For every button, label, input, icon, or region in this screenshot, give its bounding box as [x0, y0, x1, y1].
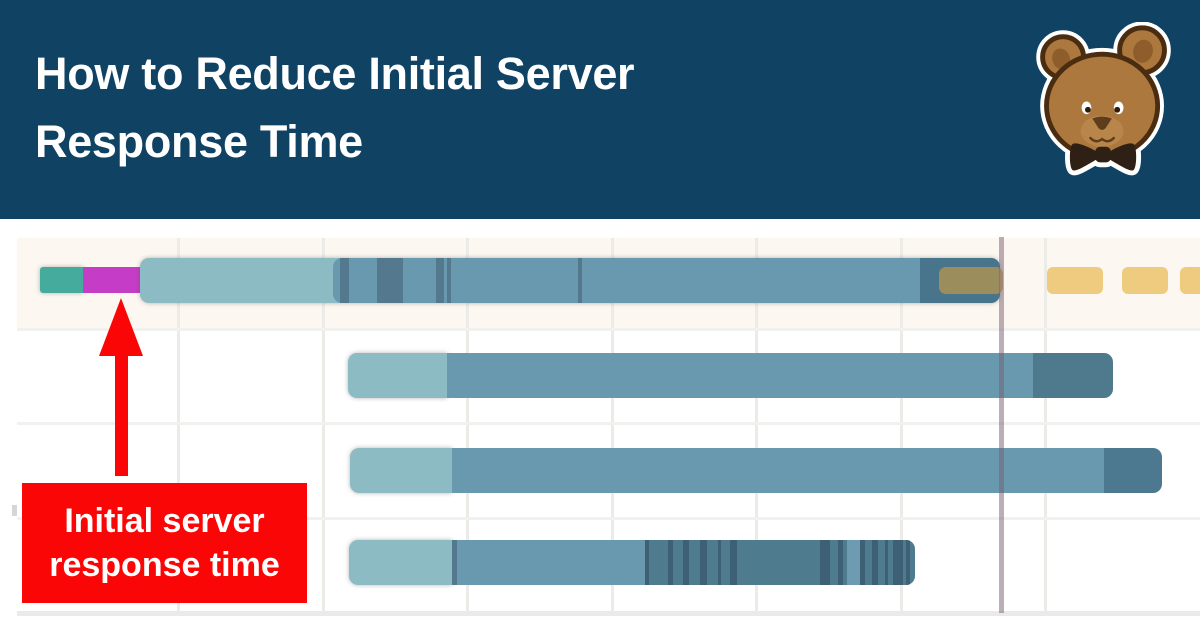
bear-ear-inner-right [1133, 39, 1153, 63]
bar-row1-initial-server-response-magenta [83, 267, 140, 293]
debugbear-bear-logo [1036, 22, 1171, 176]
gridline-x [611, 238, 614, 613]
bar-stripe [885, 540, 888, 585]
bowtie-icon [1069, 143, 1137, 171]
bar-stripe [847, 540, 860, 585]
bar-row3-start-lightblue [350, 448, 452, 493]
bar-stripe [645, 540, 649, 585]
bear-eyes [1081, 101, 1124, 115]
bar-row3-main-steel [452, 448, 1104, 493]
bar-stripe [820, 540, 830, 585]
row-separator [17, 422, 1200, 425]
bar-stripe [447, 258, 451, 303]
gridline-x [177, 238, 180, 613]
row-separator [17, 517, 1200, 520]
bar-row1-font-request-3 [1180, 267, 1200, 294]
bar-row1-main-steel [333, 258, 920, 303]
bar-stripe [860, 540, 865, 585]
bar-stripe [906, 540, 910, 585]
bar-row4-striped-tail [645, 540, 915, 585]
bar-row1-tan-overlay [939, 267, 1003, 294]
annotation-arrow-shaft [115, 350, 128, 476]
page-title: How to Reduce Initial Server Response Ti… [35, 40, 635, 176]
bar-stripe [436, 258, 444, 303]
gridline-x [322, 238, 325, 613]
edge-fragment [12, 505, 17, 516]
bar-row3-end-cap [1104, 448, 1162, 493]
bar-row1-font-request-2 [1122, 267, 1168, 294]
bar-stripe [893, 540, 903, 585]
bar-row2-start-lightblue [348, 353, 447, 398]
bar-stripe [838, 540, 843, 585]
page-title-line2: Response Time [35, 116, 363, 167]
gridline-x [466, 238, 469, 613]
bar-row2-end-cap [1033, 353, 1113, 398]
bar-row2-main-steel [447, 353, 1033, 398]
marker-line [999, 237, 1004, 613]
row-separator [17, 611, 1200, 616]
bar-stripe [730, 540, 737, 585]
bar-stripe [718, 540, 721, 585]
gridline-x [755, 238, 758, 613]
gridline-x [900, 238, 903, 613]
bar-stripe [872, 540, 878, 585]
gridline-x [1044, 238, 1047, 613]
annotation-label: Initial server response time [22, 483, 307, 603]
bar-row1-start-teal [40, 267, 83, 293]
bar-stripe [377, 258, 403, 303]
bar-row4-main-steel [457, 540, 645, 585]
bar-stripe [683, 540, 689, 585]
annotation-label-line2: response time [49, 546, 280, 584]
bar-row1-font-request-1 [1047, 267, 1103, 294]
header-banner: How to Reduce Initial Server Response Ti… [0, 0, 1200, 219]
row-separator [17, 328, 1200, 331]
bar-stripe [700, 540, 707, 585]
annotation-label-line1: Initial server [64, 502, 265, 540]
bar-stripe [668, 540, 673, 585]
bear-mouth [1089, 136, 1115, 143]
bar-row4-start-lightblue [349, 540, 452, 585]
bar-row4-dark-sliver [452, 540, 457, 585]
annotation-arrow-head [99, 298, 143, 356]
page-title-line1: How to Reduce Initial Server [35, 48, 635, 99]
bear-nose [1092, 116, 1112, 130]
bar-stripe [578, 258, 582, 303]
bar-stripe [340, 258, 349, 303]
